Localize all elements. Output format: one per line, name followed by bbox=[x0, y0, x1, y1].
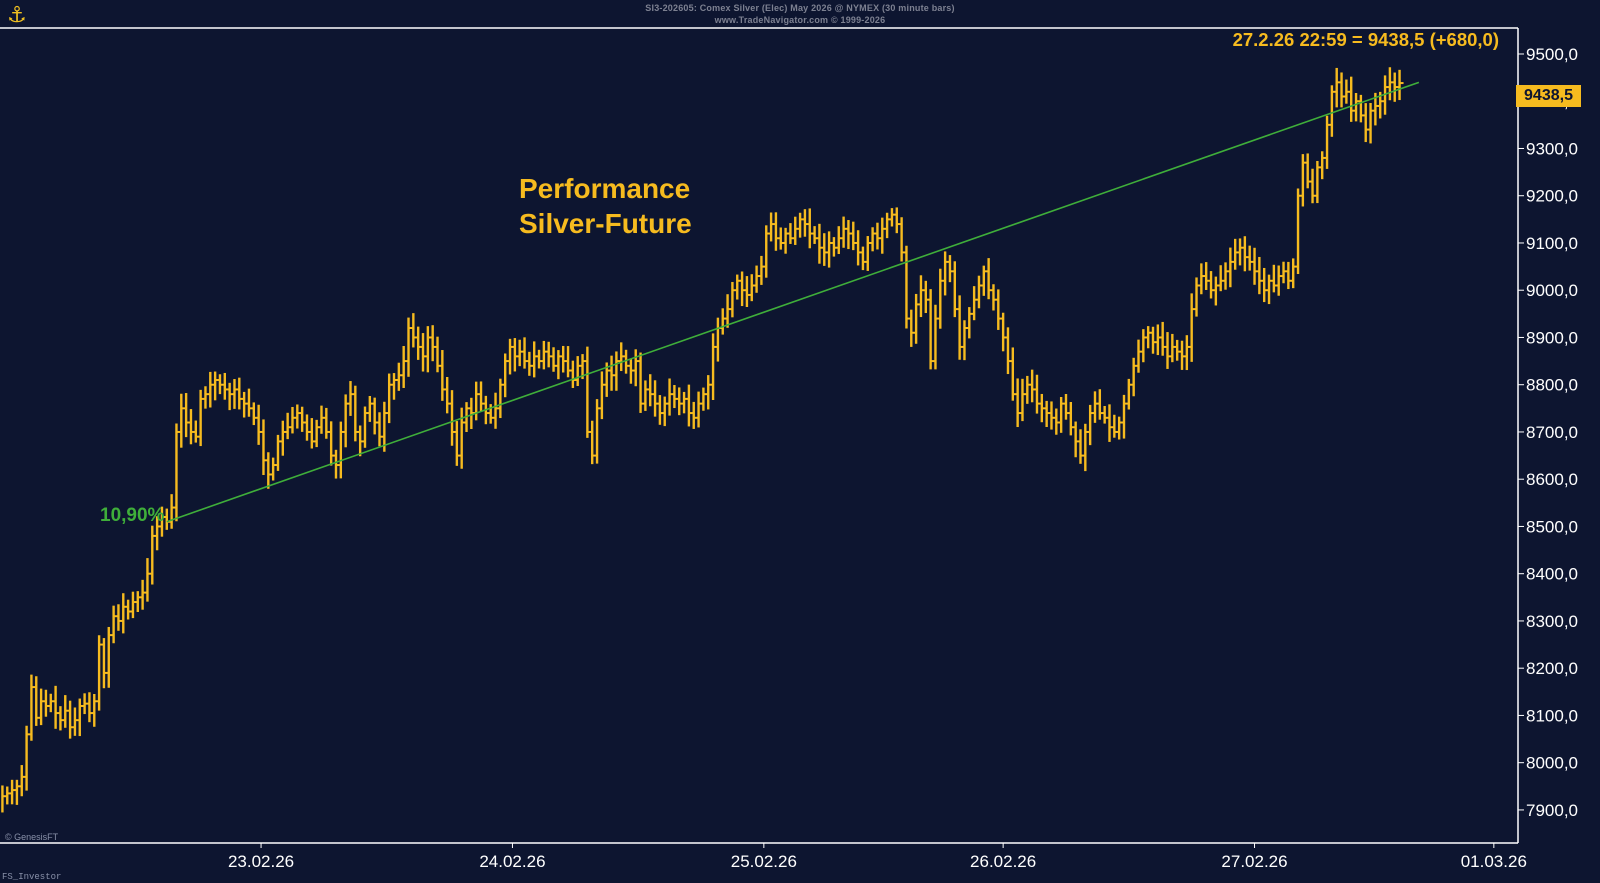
x-tick-label: 25.02.26 bbox=[731, 852, 797, 871]
y-tick-label: 9100,0 bbox=[1526, 234, 1578, 253]
y-tick-label: 8400,0 bbox=[1526, 565, 1578, 584]
chart-title-annotation: Performance Silver-Future bbox=[519, 171, 729, 241]
y-tick-label: 8100,0 bbox=[1526, 706, 1578, 725]
chart-title-text: Performance Silver-Future bbox=[519, 173, 692, 239]
y-tick-label: 8600,0 bbox=[1526, 470, 1578, 489]
chart-header-title: SI3-202605: Comex Silver (Elec) May 2026… bbox=[645, 3, 955, 13]
chart-header-subtitle: www.TradeNavigator.com © 1999-2026 bbox=[714, 15, 886, 25]
y-tick-label: 8900,0 bbox=[1526, 328, 1578, 347]
y-tick-label: 8000,0 bbox=[1526, 754, 1578, 773]
last-price-tag: 9438,5 bbox=[1516, 85, 1581, 107]
y-tick-label: 8200,0 bbox=[1526, 659, 1578, 678]
x-tick-label: 24.02.26 bbox=[479, 852, 545, 871]
x-tick-label: 26.02.26 bbox=[970, 852, 1036, 871]
y-tick-label: 9500,0 bbox=[1526, 45, 1578, 64]
source-credit: FS_Investor bbox=[2, 872, 62, 882]
y-tick-label: 8800,0 bbox=[1526, 376, 1578, 395]
x-tick-label: 27.02.26 bbox=[1221, 852, 1287, 871]
anchor-logo-icon: ⚓ bbox=[7, 3, 27, 28]
performance-trend-line bbox=[166, 81, 1420, 523]
last-price-info: 27.2.26 22:59 = 9438,5 (+680,0) bbox=[1232, 29, 1499, 50]
y-tick-label: 8700,0 bbox=[1526, 423, 1578, 442]
y-tick-label: 8500,0 bbox=[1526, 517, 1578, 536]
performance-label: 10,90% bbox=[100, 505, 165, 526]
y-tick-label: 9300,0 bbox=[1526, 139, 1578, 158]
y-tick-label: 9200,0 bbox=[1526, 187, 1578, 206]
x-tick-label: 01.03.26 bbox=[1461, 852, 1527, 871]
y-tick-label: 9000,0 bbox=[1526, 281, 1578, 300]
watermark-credit: © GenesisFT bbox=[5, 832, 59, 842]
x-tick-label: 23.02.26 bbox=[228, 852, 294, 871]
y-tick-label: 8300,0 bbox=[1526, 612, 1578, 631]
y-tick-label: 7900,0 bbox=[1526, 801, 1578, 820]
